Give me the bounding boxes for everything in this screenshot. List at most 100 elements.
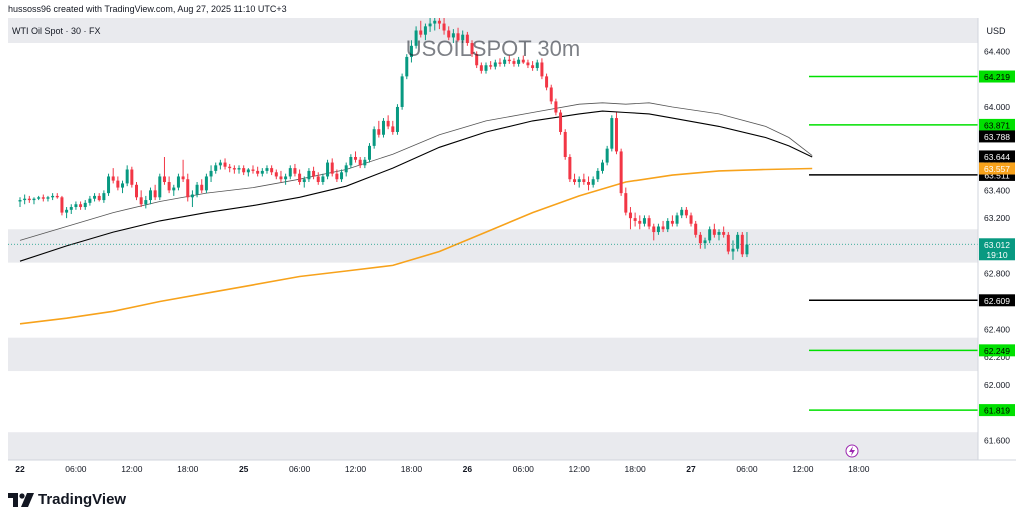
time-tick-label: 12:00 (792, 464, 814, 474)
candle-body (400, 76, 404, 107)
candle-body (195, 184, 199, 195)
level-tag: 61.819 (984, 406, 1010, 416)
lightning-icon[interactable] (845, 444, 859, 458)
candle-body (135, 184, 138, 198)
chart-credit: hussoss96 created with TradingView.com, … (8, 4, 287, 14)
candle-body (60, 197, 64, 213)
price-tick-label: 64.400 (984, 46, 1010, 56)
level-tag-bg (979, 70, 1015, 83)
candle-body (698, 234, 702, 244)
candle-body (349, 156, 353, 166)
candle-body (74, 204, 78, 208)
candle-body (475, 54, 479, 66)
candle-body (680, 209, 684, 216)
candle-body (330, 162, 334, 174)
candle-body (139, 197, 143, 205)
candle-body (437, 20, 441, 24)
tradingview-logo[interactable]: TradingView (8, 491, 126, 508)
candle-body (395, 106, 399, 132)
candle-body (489, 65, 493, 67)
indicator-tag-bg (979, 150, 1015, 163)
candle-body (405, 56, 409, 77)
symbol-label: WTI Oil Spot · 30 · FX (12, 26, 101, 36)
candle-body (298, 173, 302, 183)
time-tick-label: 06:00 (65, 464, 87, 474)
tradingview-logo-icon (8, 492, 34, 507)
candle-body (484, 65, 488, 71)
candle-body (610, 118, 614, 149)
candle-body (363, 159, 367, 166)
level-tag: 62.249 (984, 346, 1010, 356)
moving-average-lower (19, 110, 813, 262)
price-tick-label: 63.200 (984, 213, 1010, 223)
candle-body (302, 179, 306, 183)
level-tag-bg (979, 344, 1015, 357)
candle-body (451, 33, 455, 38)
candle-body (461, 34, 465, 41)
level-tag: 64.219 (984, 72, 1010, 82)
candle-body (670, 220, 674, 224)
price-tick-label: 63.400 (984, 185, 1010, 195)
candle-body (316, 176, 320, 183)
zone-band (8, 229, 978, 263)
candle-body (517, 59, 521, 64)
candle-body (368, 145, 371, 160)
zone-band (8, 337, 978, 372)
candle-body (563, 131, 567, 157)
level-tag: 62.609 (984, 296, 1010, 306)
candle-body (568, 156, 572, 180)
level-tag: 63.871 (984, 120, 1010, 130)
candle-body (708, 229, 712, 241)
zone-band (8, 432, 978, 460)
time-axis[interactable]: 22 06:00 12:00 18:00 25 06:00 12:00 18:00 26 06:0… (15, 464, 869, 474)
time-tick-label: 25 (239, 464, 249, 474)
price-tick-label: 62.800 (984, 269, 1010, 279)
candle-body (265, 168, 269, 171)
candle-body (204, 176, 208, 191)
candle-body (274, 172, 278, 177)
candle-body (689, 215, 693, 224)
indicator-tag: 63.557 (984, 164, 1010, 174)
candle-body (284, 176, 288, 180)
candle-body (190, 194, 194, 198)
candle-body (694, 223, 698, 235)
candle-body (321, 176, 325, 183)
candle-body (591, 179, 595, 185)
time-tick-label: 12:00 (345, 464, 367, 474)
candle-body (521, 59, 525, 63)
candle-body (172, 187, 176, 191)
candle-body (745, 244, 749, 255)
candle-body (503, 59, 507, 64)
candle-body (51, 195, 55, 198)
candle-body (498, 62, 502, 64)
price-tick-label: 62.200 (984, 352, 1010, 362)
candle-body (531, 65, 535, 69)
candle-body (638, 220, 642, 224)
candle-body (409, 45, 413, 57)
candle-body (573, 179, 577, 183)
candle-body (116, 180, 120, 188)
candle-body (32, 198, 36, 201)
candle-body (37, 197, 41, 199)
price-tick-label: 62.400 (984, 324, 1010, 334)
candle-body (27, 198, 31, 201)
candle-body (661, 226, 665, 230)
candle-body (507, 59, 511, 62)
candle-body (125, 169, 129, 184)
candlesticks (18, 18, 749, 260)
indicator-lines (8, 102, 978, 325)
candle-body (628, 212, 632, 219)
candle-body (554, 101, 558, 113)
candle-body (144, 200, 148, 205)
candle-body (419, 30, 423, 35)
candle-body (433, 20, 437, 24)
last-price-tag: 63.012 (984, 240, 1010, 250)
candle-body (372, 129, 376, 146)
candle-body (535, 62, 539, 69)
price-tick-label: 61.600 (984, 436, 1010, 446)
candle-body (148, 190, 152, 201)
time-tick-label: 06:00 (736, 464, 758, 474)
candle-body (633, 218, 637, 221)
candle-body (121, 183, 125, 188)
